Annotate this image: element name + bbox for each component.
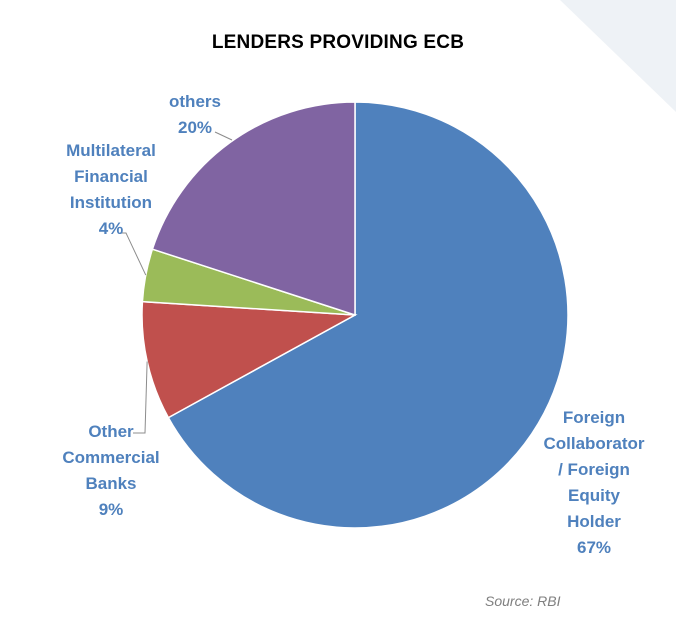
chart-title: LENDERS PROVIDING ECB bbox=[211, 32, 465, 53]
data-label-other-commercial-banks: Other Commercial Banks 9% bbox=[52, 419, 170, 523]
data-label-line: Collaborator bbox=[543, 434, 645, 453]
data-label-line: Holder bbox=[567, 512, 621, 531]
leader-line-others bbox=[214, 131, 233, 141]
data-label-others: others 20% bbox=[150, 89, 240, 141]
data-label-foreign-collaborator: Foreign Collaborator / Foreign Equity Ho… bbox=[530, 405, 658, 561]
pie-slice-others bbox=[151, 101, 356, 317]
data-label-line: Institution bbox=[69, 193, 153, 212]
data-label-line: / Foreign bbox=[558, 460, 630, 479]
leader-line-multilateral bbox=[120, 232, 147, 276]
data-label-line: Banks bbox=[85, 474, 137, 493]
data-label-percent: 20% bbox=[177, 118, 213, 137]
data-label-line: Equity bbox=[568, 486, 620, 505]
leader-line-other-commercial-banks bbox=[133, 361, 148, 434]
data-label-percent: 67% bbox=[576, 538, 612, 557]
pie-slice-foreign-collaborator bbox=[167, 101, 569, 529]
data-label-line: Financial bbox=[74, 167, 148, 186]
data-label-percent: 4% bbox=[98, 219, 124, 238]
data-label-line: Multilateral bbox=[66, 141, 156, 160]
source-note: Source: RBI bbox=[485, 593, 561, 609]
data-label-line: Other bbox=[88, 422, 134, 441]
data-label-line: Foreign bbox=[562, 408, 626, 427]
data-label-line: Commercial bbox=[62, 448, 160, 467]
data-label-percent: 9% bbox=[98, 500, 124, 519]
data-label-line: others bbox=[169, 92, 221, 111]
data-label-multilateral-financial-institution: Multilateral Financial Institution 4% bbox=[52, 138, 170, 242]
